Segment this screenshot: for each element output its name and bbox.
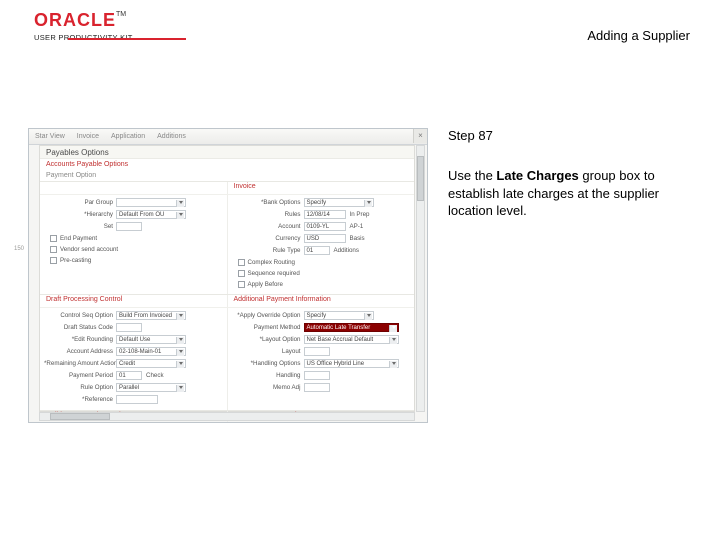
payment-option-label: Payment Option xyxy=(40,170,414,181)
payment-method-select[interactable]: Automatic Late Transfer xyxy=(304,323,399,332)
field-extra: Additions xyxy=(330,247,362,254)
memoadj-input[interactable] xyxy=(304,383,330,392)
ruletype-input[interactable]: 01 xyxy=(304,246,330,255)
remaining-amount-select[interactable]: Credit xyxy=(116,359,186,368)
trademark: TM xyxy=(116,11,126,18)
checkbox-row[interactable]: End Payment xyxy=(50,233,225,243)
rule-option-select[interactable]: Parallel xyxy=(116,383,186,392)
instruction-bold: Late Charges xyxy=(496,168,578,183)
field-label: Layout xyxy=(232,348,304,355)
layout-input[interactable] xyxy=(304,347,330,356)
field-label: *Remaining Amount Action xyxy=(44,360,116,367)
checkbox-row[interactable]: Vendor send account xyxy=(50,244,225,254)
bank-options-select[interactable]: Specify xyxy=(304,198,374,207)
field-extra: In Prep xyxy=(346,211,373,218)
ruler-mark: 150 xyxy=(14,246,24,252)
set-input[interactable] xyxy=(116,222,142,231)
hierarchy-select[interactable]: Default From OU xyxy=(116,210,186,219)
group1-right-head: Invoice xyxy=(228,182,415,194)
window-tab[interactable]: Invoice xyxy=(77,129,99,145)
field-label: Memo Adj xyxy=(232,384,304,391)
field-label: Rule Option xyxy=(44,384,116,391)
field-extra: Basis xyxy=(346,235,368,242)
field-label: *Bank Options xyxy=(232,199,304,206)
field-extra: AP-1 xyxy=(346,223,367,230)
vertical-scrollbar[interactable] xyxy=(416,145,425,412)
field-label: Handling xyxy=(232,372,304,379)
payment-period-input[interactable]: 01 xyxy=(116,371,142,380)
accounts-payable-label: Accounts Payable Options xyxy=(40,159,414,170)
field-label: *Handling Options xyxy=(232,360,304,367)
embedded-screenshot: Star View Invoice Application Additions … xyxy=(28,128,428,423)
scrollbar-thumb[interactable] xyxy=(417,156,424,201)
brand-underline xyxy=(68,38,186,40)
handling-input[interactable] xyxy=(304,371,330,380)
field-label: Set xyxy=(44,223,116,230)
checkbox-row[interactable]: Complex Routing xyxy=(238,257,413,267)
reference-input[interactable] xyxy=(116,395,158,404)
group1-left-head xyxy=(40,182,228,194)
checkbox-row[interactable]: Pre-casting xyxy=(50,255,225,265)
par-group-select[interactable] xyxy=(116,198,186,207)
page-title: Adding a Supplier xyxy=(587,28,690,43)
field-label: Draft Status Code xyxy=(44,324,116,331)
group2-right-head: Additional Payment Information xyxy=(228,295,415,307)
horizontal-scrollbar[interactable] xyxy=(39,412,415,421)
field-label: Rules xyxy=(232,211,304,218)
field-label: *Layout Option xyxy=(232,336,304,343)
field-extra: Check xyxy=(142,372,167,379)
field-label: Par Group xyxy=(44,199,116,206)
account-address-select[interactable]: 02-108-Main-01 xyxy=(116,347,186,356)
rules-input[interactable]: 12/08/14 xyxy=(304,210,346,219)
layout-option-select[interactable]: Net Base Accrual Default xyxy=(304,335,399,344)
form-content: Payables Options Accounts Payable Option… xyxy=(39,145,415,412)
account-input[interactable]: 0109-YL xyxy=(304,222,346,231)
field-label: Account xyxy=(232,223,304,230)
checkbox-row[interactable]: Sequence required xyxy=(238,268,413,278)
window-tabbar: Star View Invoice Application Additions … xyxy=(29,129,427,145)
apply-override-select[interactable]: Specify xyxy=(304,311,374,320)
field-label: *Reference xyxy=(44,396,116,403)
checkbox-row[interactable]: Apply Before xyxy=(238,279,413,289)
field-label: *Edit Rounding xyxy=(44,336,116,343)
close-icon[interactable]: × xyxy=(413,129,427,143)
handling-options-select[interactable]: US Office Hybrid Line xyxy=(304,359,399,368)
field-label: Rule Type xyxy=(232,247,304,254)
draft-status-input[interactable] xyxy=(116,323,142,332)
field-label: Account Address xyxy=(44,348,116,355)
field-label: Currency xyxy=(232,235,304,242)
field-label: Payment Method xyxy=(232,324,304,331)
field-label: Control Seq Option xyxy=(44,312,116,319)
instruction-prefix: Use the xyxy=(448,168,496,183)
edit-rounding-select[interactable]: Default Use xyxy=(116,335,186,344)
currency-input[interactable]: USD xyxy=(304,234,346,243)
window-tab[interactable]: Additions xyxy=(157,129,186,145)
section-title: Payables Options xyxy=(40,146,414,159)
group2-left-head: Draft Processing Control xyxy=(40,295,228,307)
step-number: Step 87 xyxy=(448,128,706,143)
window-tab[interactable]: Star View xyxy=(35,129,65,145)
field-label: *Hierarchy xyxy=(44,211,116,218)
control-seq-select[interactable]: Build From Invoiced xyxy=(116,311,186,320)
step-instruction: Use the Late Charges group box to establ… xyxy=(448,167,706,220)
window-tab[interactable]: Application xyxy=(111,129,145,145)
scrollbar-thumb[interactable] xyxy=(50,413,110,420)
brand-logo: ORACLE xyxy=(34,10,116,31)
field-label: *Apply Override Option xyxy=(232,312,304,319)
field-label: Payment Period xyxy=(44,372,116,379)
